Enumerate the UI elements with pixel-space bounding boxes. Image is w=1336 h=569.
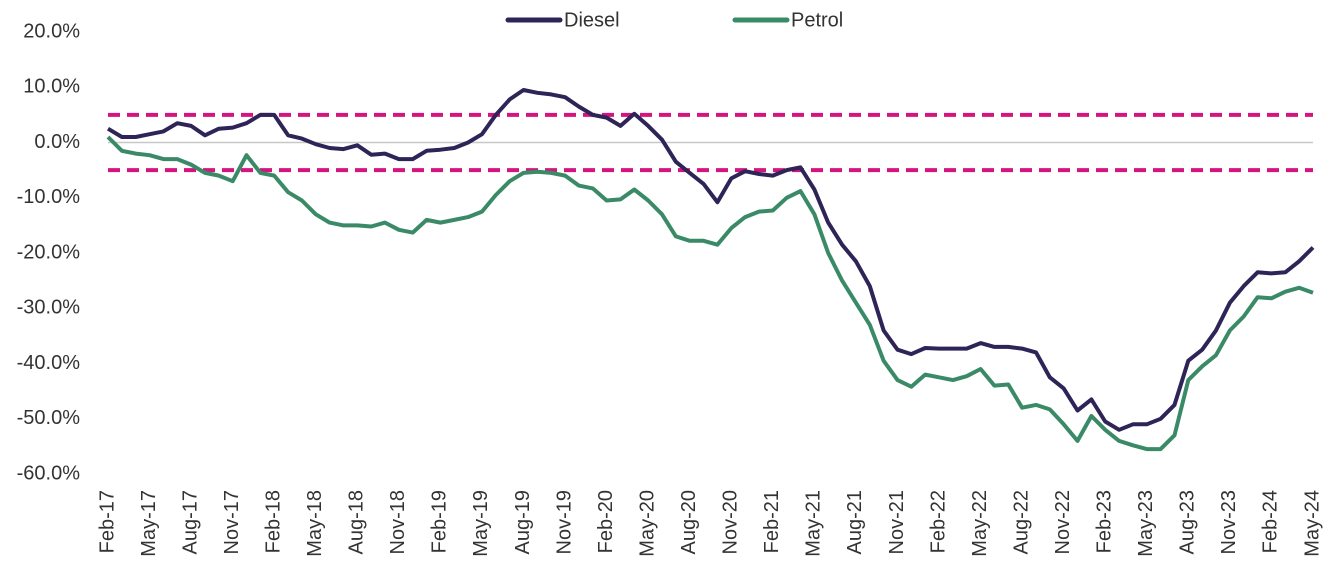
x-tick-label: Aug-19 (512, 490, 534, 555)
x-tick-label: Feb-18 (262, 490, 284, 553)
x-tick-label: Nov-22 (1052, 490, 1074, 554)
y-tick-label: 20.0% (23, 20, 80, 42)
x-tick-label: May-20 (636, 490, 658, 557)
x-tick-label: Nov-18 (387, 490, 409, 554)
y-tick-label: -60.0% (17, 462, 81, 484)
legend-label: Petrol (791, 9, 843, 31)
x-tick-label: Nov-23 (1218, 490, 1240, 554)
x-tick-label: Aug-23 (1177, 490, 1199, 555)
x-tick-label: May-18 (304, 490, 326, 557)
x-tick-label: May-19 (470, 490, 492, 557)
y-tick-label: -10.0% (17, 186, 81, 208)
x-tick-label: Aug-22 (1010, 490, 1032, 555)
legend-label: Diesel (564, 9, 620, 31)
y-tick-label: 10.0% (23, 76, 80, 98)
x-tick-label: Aug-17 (179, 490, 201, 555)
y-tick-label: -40.0% (17, 352, 81, 374)
x-tick-label: Feb-21 (761, 490, 783, 553)
x-tick-label: Feb-20 (595, 490, 617, 553)
x-tick-label: Aug-21 (844, 490, 866, 555)
x-tick-label: Feb-24 (1260, 490, 1282, 553)
x-tick-label: Nov-20 (720, 490, 742, 554)
x-tick-label: May-24 (1301, 490, 1323, 557)
x-tick-label: Feb-17 (96, 490, 118, 553)
x-tick-label: May-17 (138, 490, 160, 557)
x-tick-label: Feb-19 (429, 490, 451, 553)
x-tick-label: Nov-19 (553, 490, 575, 554)
y-tick-label: -20.0% (17, 241, 81, 263)
y-tick-label: -30.0% (17, 297, 81, 319)
x-tick-label: Nov-21 (886, 490, 908, 554)
x-tick-label: Nov-17 (221, 490, 243, 554)
series-line (106, 135, 1314, 452)
x-tick-label: Aug-18 (346, 490, 368, 555)
x-tick-label: Feb-22 (927, 490, 949, 553)
y-tick-label: -50.0% (17, 407, 81, 429)
x-tick-label: May-23 (1135, 490, 1157, 557)
x-tick-label: Aug-20 (678, 490, 700, 555)
series-line (106, 88, 1315, 432)
x-tick-label: Feb-23 (1094, 490, 1116, 553)
x-tick-label: May-21 (803, 490, 825, 557)
y-tick-label: 0.0% (34, 131, 80, 153)
x-tick-label: May-22 (969, 490, 991, 557)
